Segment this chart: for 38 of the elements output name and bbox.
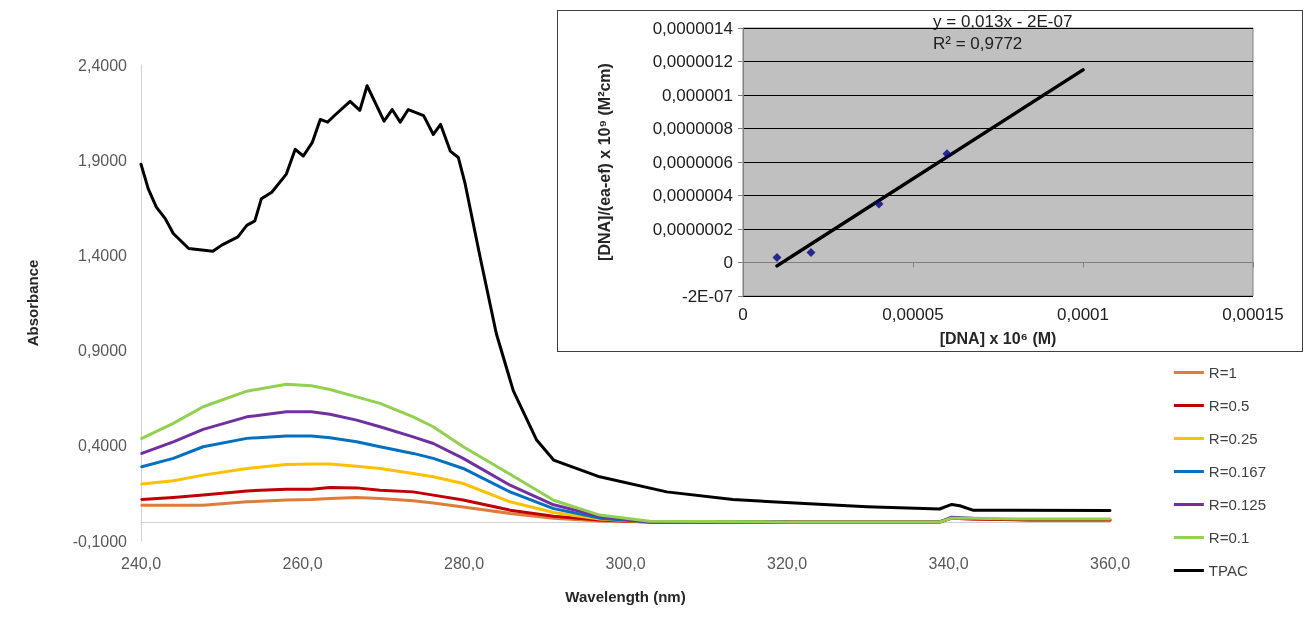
x-axis-title: Wavelength (nm) [565,588,686,605]
y-tick-label: 0,0000004 [652,186,733,205]
y-tick-label: 0,000001 [662,85,733,105]
x-tick-label: 240,0 [120,554,162,572]
x-axis-title: [DNA] x 10⁶ (M) [939,329,1057,347]
legend-label: R=0.167 [1208,463,1267,480]
y-tick-label: 0,9000 [78,342,128,360]
y-tick-label: -0,1000 [72,532,128,550]
y-tick-label: 1,9000 [78,151,128,169]
y-tick-label: 0,0000002 [652,219,733,239]
y-tick-label: 0 [723,253,733,272]
annotation: R² = 0,9772 [933,34,1023,53]
legend-label: R=0.5 [1208,397,1250,414]
x-tick-label: 0,00015 [1222,305,1284,324]
x-tick-label: 0,0001 [1057,305,1109,324]
x-tick-label: 300,0 [605,554,646,572]
y-axis-title: [DNA]/(ea-ef) x 10⁹ (M²cm) [595,63,613,261]
y-tick-label: 0,0000012 [652,52,733,71]
x-tick-label: 360,0 [1089,554,1131,572]
x-tick-label: 0,00005 [882,305,944,324]
x-tick-label: 0 [738,305,748,324]
y-tick-label: 0,4000 [78,437,128,455]
legend-label: R=0.25 [1208,430,1258,447]
x-tick-label: 280,0 [443,554,485,572]
y-tick-label: 1,4000 [78,246,128,264]
y-tick-label: 2,4000 [78,56,128,74]
legend-label: R=0.125 [1208,496,1267,513]
legend-label: R=0.1 [1208,529,1250,546]
legend-label: R=1 [1208,364,1237,381]
x-tick-label: 340,0 [928,554,969,572]
x-tick-label: 320,0 [766,554,808,572]
y-tick-label: -2E-07 [681,286,733,306]
x-tick-label: 260,0 [282,554,323,572]
y-axis-title: Absorbance [23,259,41,347]
y-tick-label: 0,0000014 [652,18,733,38]
y-tick-label: 0,0000006 [652,152,733,172]
y-tick-label: 0,0000008 [652,119,733,138]
legend-label: TPAC [1208,562,1248,579]
